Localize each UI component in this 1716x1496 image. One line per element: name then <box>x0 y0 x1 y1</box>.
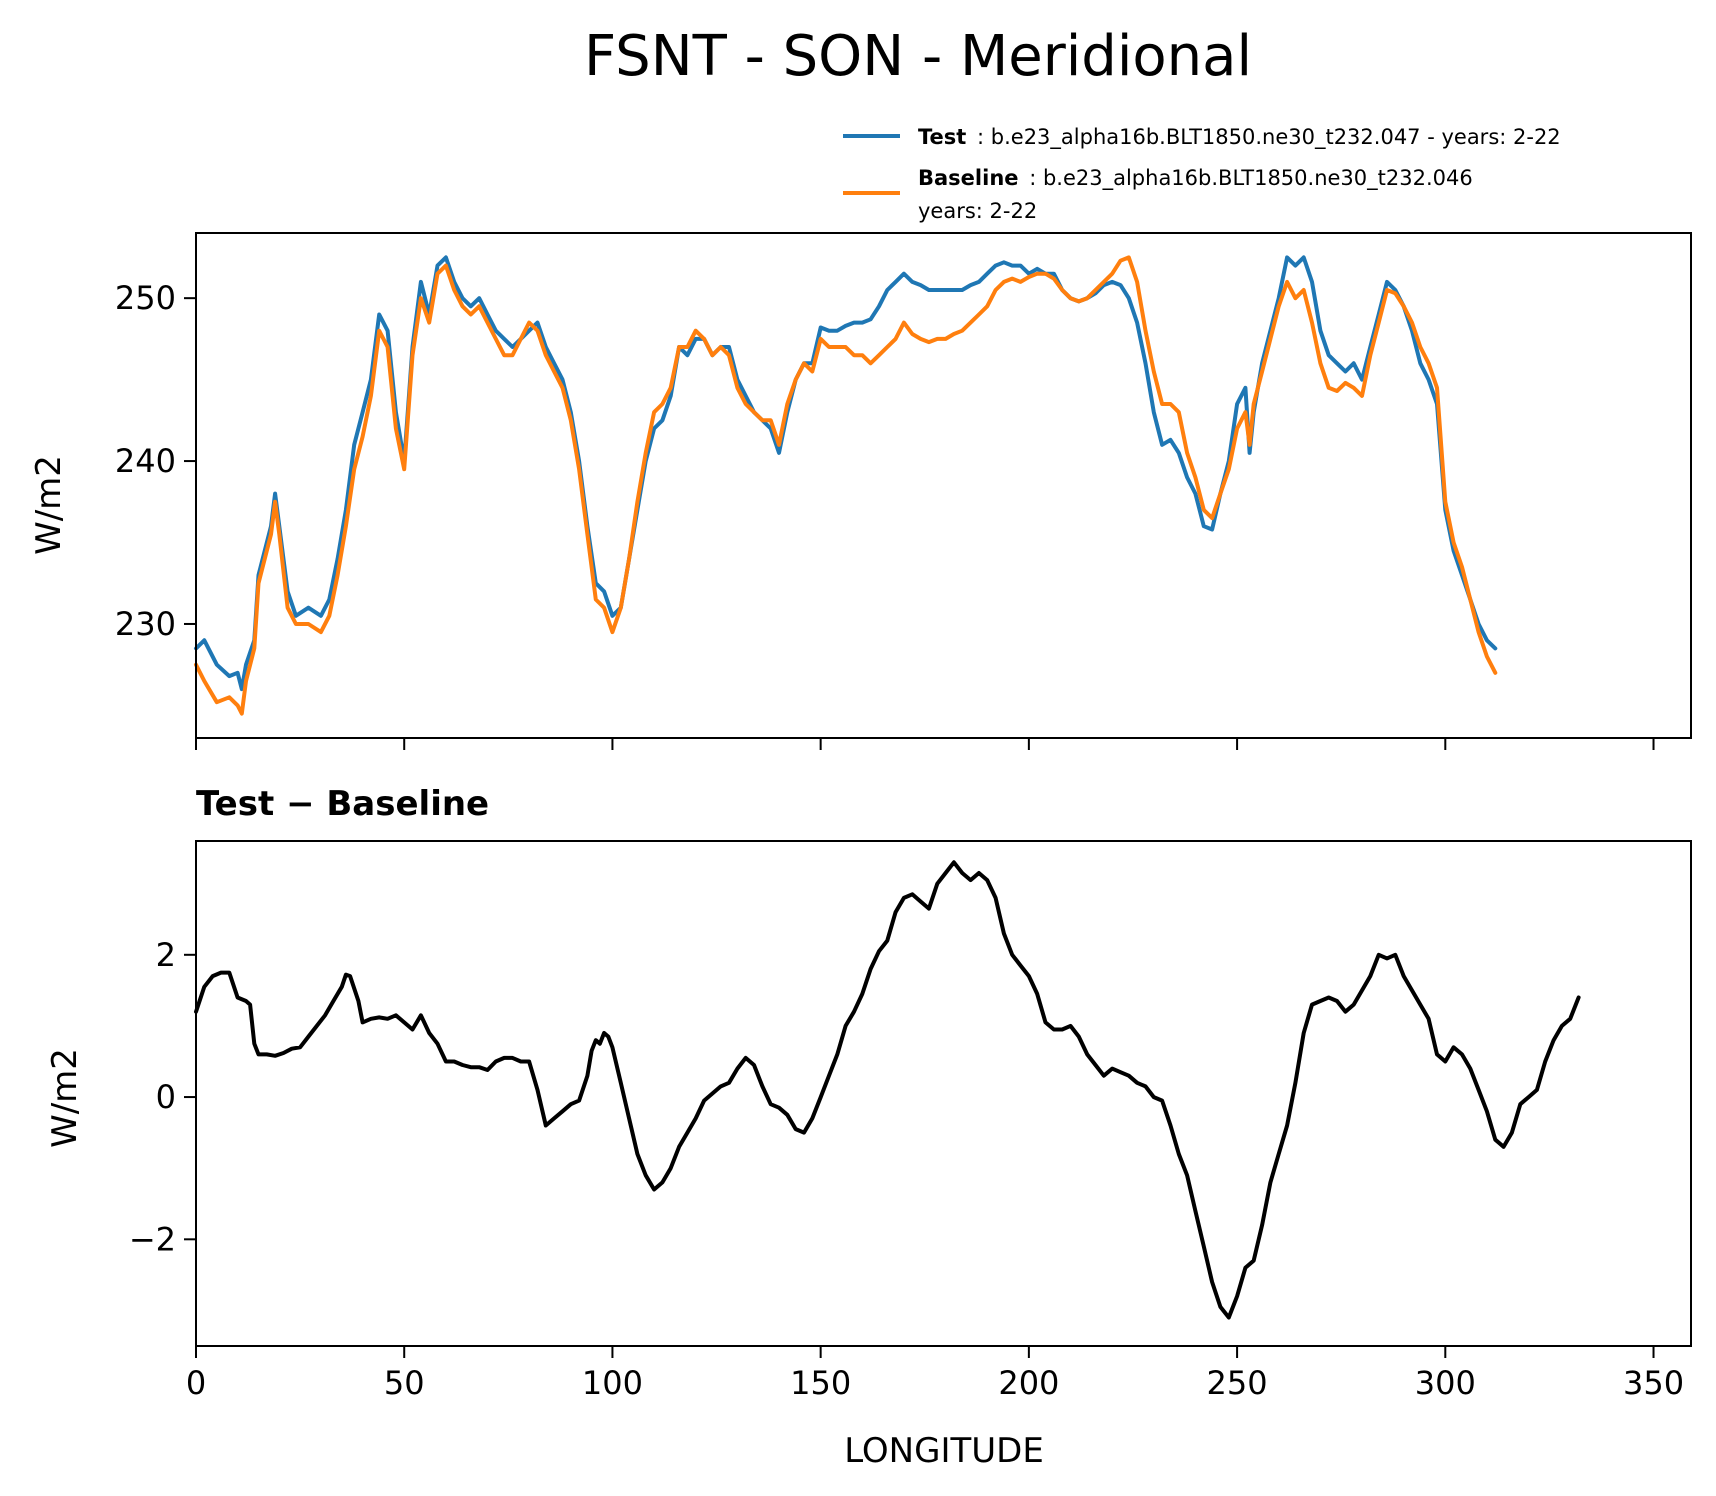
figure-title: FSNT - SON - Meridional <box>584 24 1252 89</box>
bottom-y-tick-label: 0 <box>156 1078 176 1116</box>
bottom-x-axis: 0 50 100 150 200 250 300 350 <box>186 1346 1684 1402</box>
legend-test-text: : b.e23_alpha16b.BLT1850.ne30_t232.047 -… <box>977 125 1561 150</box>
bottom-x-tick-label: 250 <box>1207 1364 1268 1402</box>
top-y-axis: 230 240 250 <box>115 279 196 643</box>
bottom-x-tick-label: 0 <box>186 1364 206 1402</box>
top-plot-area <box>194 255 1498 716</box>
bottom-series-line-diff <box>194 860 1581 1320</box>
bottom-panel: −2 0 2 0 50 100 150 200 250 300 350 W/m2 LONGITUD… <box>45 840 1692 1471</box>
legend-baseline-label: Baseline <box>918 166 1019 190</box>
legend-test-label: Test <box>918 125 966 149</box>
svg-text:Baseline : b.e23_alpha16: Baseline : b.e23_alpha16b.BLT1850.ne30_t… <box>918 166 1473 191</box>
bottom-panel-title: Test − Baseline <box>196 784 489 824</box>
legend-baseline-text: : b.e23_alpha16b.BLT1850.ne30_t232.046 <box>1029 166 1473 191</box>
top-y-axis-label: W/m2 <box>29 455 69 555</box>
top-y-tick-label: 230 <box>115 605 176 643</box>
bottom-y-tick-label: 2 <box>156 936 176 974</box>
legend: Test : b.e23_alpha16b.BLT1850.ne30_t232.… <box>843 125 1561 223</box>
bottom-x-tick-label: 350 <box>1623 1364 1684 1402</box>
bottom-x-tick-label: 300 <box>1415 1364 1476 1402</box>
top-plot-frame <box>195 232 1692 739</box>
svg-text:Test : b.e23_alpha16b.BL: Test : b.e23_alpha16b.BLT1850.ne30_t232.… <box>918 125 1561 150</box>
bottom-y-tick-label: −2 <box>129 1220 176 1258</box>
top-y-tick-label: 250 <box>115 279 176 317</box>
bottom-x-tick-label: 200 <box>998 1364 1059 1402</box>
top-panel: 230 240 250 W/m2 <box>29 232 1692 750</box>
bottom-x-tick-label: 50 <box>384 1364 425 1402</box>
bottom-y-axis: −2 0 2 <box>129 936 196 1258</box>
bottom-x-axis-label: LONGITUDE <box>844 1431 1044 1471</box>
bottom-x-tick-label: 100 <box>582 1364 643 1402</box>
legend-baseline-text-line2: years: 2-22 <box>918 199 1037 223</box>
top-y-tick-label: 240 <box>115 442 176 480</box>
bottom-y-axis-label: W/m2 <box>45 1048 85 1148</box>
top-x-axis <box>195 738 1655 750</box>
bottom-plot-frame <box>195 840 1692 1347</box>
top-series-line-baseline <box>194 255 1498 716</box>
bottom-plot-area <box>194 860 1581 1320</box>
bottom-x-tick-label: 150 <box>790 1364 851 1402</box>
